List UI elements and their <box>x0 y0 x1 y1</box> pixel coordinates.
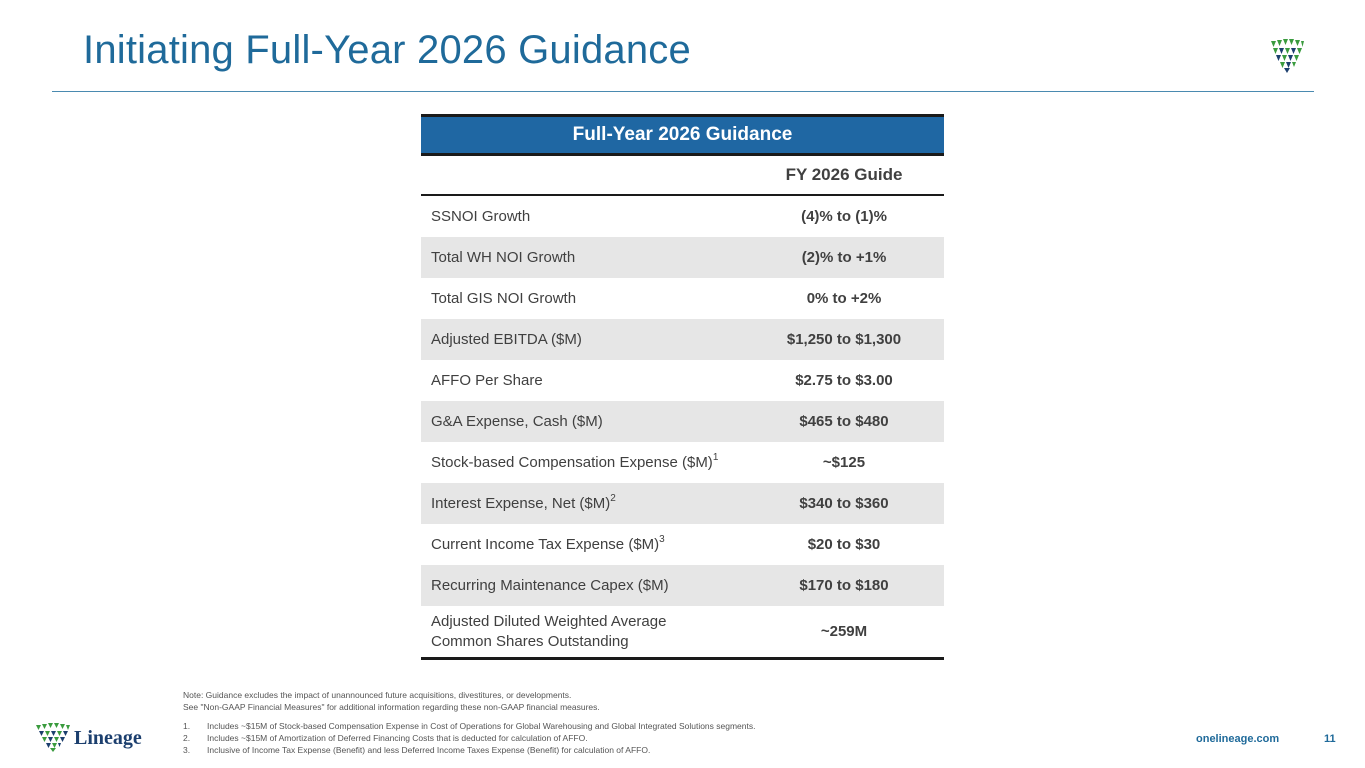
brand-wordmark: Lineage <box>74 727 142 749</box>
footnote-marker: 1 <box>712 452 719 463</box>
row-value: 0% to +2% <box>806 290 882 307</box>
row-value: (4)% to (1)% <box>801 208 887 225</box>
table-row: Stock-based Compensation Expense ($M)1 ~… <box>421 442 944 483</box>
website-link[interactable]: onelineage.com <box>1196 733 1280 745</box>
row-label: G&A Expense, Cash ($M) <box>431 413 603 430</box>
row-label: Stock-based Compensation Expense ($M)1 <box>431 452 719 472</box>
row-label: Recurring Maintenance Capex ($M) <box>431 577 669 594</box>
row-value: $1,250 to $1,300 <box>786 331 902 348</box>
row-value: $465 to $480 <box>799 413 889 430</box>
table-row: Current Income Tax Expense ($M)3 $20 to … <box>421 524 944 565</box>
row-label: Current Income Tax Expense ($M)3 <box>431 534 665 554</box>
row-value: ~259M <box>820 623 868 640</box>
row-label: Total WH NOI Growth <box>431 249 576 266</box>
footnote-item: 2. Includes ~$15M of Amortization of Defe… <box>183 733 588 743</box>
table-row: Total GIS NOI Growth 0% to +2% <box>421 278 944 319</box>
footnote-marker: 3 <box>659 534 665 545</box>
table-row: Adjusted EBITDA ($M) $1,250 to $1,300 <box>421 319 944 360</box>
lineage-logo: Lineage <box>36 723 142 752</box>
table-row: Total WH NOI Growth (2)% to +1% <box>421 237 944 278</box>
row-value: $2.75 to $3.00 <box>795 372 893 389</box>
table-row: SSNOI Growth (4)% to (1)% <box>421 196 944 237</box>
row-label: Adjusted Diluted Weighted Average Common… <box>431 612 667 650</box>
row-label: AFFO Per Share <box>431 372 543 389</box>
lineage-shield-icon <box>1271 39 1304 73</box>
footnote-item: 3. Inclusive of Income Tax Expense (Benef… <box>183 745 651 755</box>
page-number: 11 <box>1324 733 1336 745</box>
row-value: $20 to $30 <box>807 536 881 553</box>
row-value: ~$125 <box>822 454 866 471</box>
row-label: Total GIS NOI Growth <box>431 290 577 307</box>
note-line: See "Non-GAAP Financial Measures" for ad… <box>183 702 600 712</box>
table-row: Interest Expense, Net ($M)2 $340 to $360 <box>421 483 944 524</box>
footnote-marker: 2 <box>610 493 616 504</box>
row-value: $170 to $180 <box>799 577 889 594</box>
row-value: $340 to $360 <box>799 495 889 512</box>
table-row: AFFO Per Share $2.75 to $3.00 <box>421 360 944 401</box>
footnote-item: 1. Includes ~$15M of Stock-based Compensa… <box>183 721 756 731</box>
row-label: Adjusted EBITDA ($M) <box>431 331 582 348</box>
table-title: Full-Year 2026 Guidance <box>421 114 944 156</box>
title-divider <box>52 91 1314 92</box>
row-label: Interest Expense, Net ($M)2 <box>431 493 616 513</box>
footnotes: Note: Guidance excludes the impact of un… <box>183 689 756 756</box>
column-header-row: FY 2026 Guide <box>421 156 944 196</box>
row-label: SSNOI Growth <box>431 208 531 225</box>
row-value: (2)% to +1% <box>801 249 887 266</box>
guidance-table: Full-Year 2026 Guidance FY 2026 Guide SS… <box>421 114 944 660</box>
page-title: Initiating Full-Year 2026 Guidance <box>83 28 691 72</box>
column-header-fy2026: FY 2026 Guide <box>785 165 903 184</box>
table-row: Recurring Maintenance Capex ($M) $170 to… <box>421 565 944 606</box>
table-row: G&A Expense, Cash ($M) $465 to $480 <box>421 401 944 442</box>
note-line: Note: Guidance excludes the impact of un… <box>183 690 572 700</box>
table-row: Adjusted Diluted Weighted Average Common… <box>421 606 944 660</box>
